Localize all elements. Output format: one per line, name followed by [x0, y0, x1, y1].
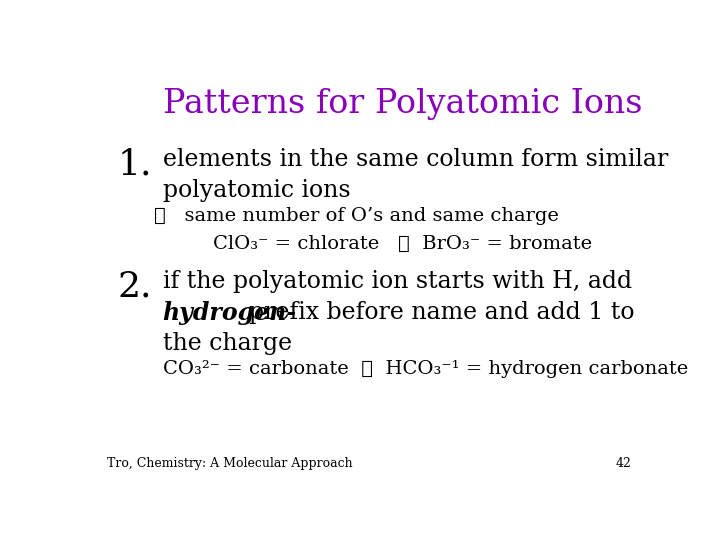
Text: if the polyatomic ion starts with H, add: if the polyatomic ion starts with H, add — [163, 270, 631, 293]
Text: elements in the same column form similar: elements in the same column form similar — [163, 148, 667, 171]
Text: Patterns for Polyatomic Ions: Patterns for Polyatomic Ions — [163, 87, 642, 120]
Text: Tro, Chemistry: A Molecular Approach: Tro, Chemistry: A Molecular Approach — [107, 457, 352, 470]
Text: 2.: 2. — [118, 270, 153, 304]
Text: ClO₃⁻ = chlorate   ∴  BrO₃⁻ = bromate: ClO₃⁻ = chlorate ∴ BrO₃⁻ = bromate — [213, 234, 592, 252]
Text: CO₃²⁻ = carbonate  ∴  HCO₃⁻¹ = hydrogen carbonate: CO₃²⁻ = carbonate ∴ HCO₃⁻¹ = hydrogen ca… — [163, 360, 688, 379]
Text: hydrogen-: hydrogen- — [163, 301, 297, 325]
Text: 42: 42 — [616, 457, 631, 470]
Text: ✓   same number of O’s and same charge: ✓ same number of O’s and same charge — [154, 207, 559, 225]
Text: the charge: the charge — [163, 332, 292, 355]
Text: 1.: 1. — [118, 148, 153, 182]
Text: prefix before name and add 1 to: prefix before name and add 1 to — [249, 301, 634, 324]
Text: polyatomic ions: polyatomic ions — [163, 179, 350, 202]
